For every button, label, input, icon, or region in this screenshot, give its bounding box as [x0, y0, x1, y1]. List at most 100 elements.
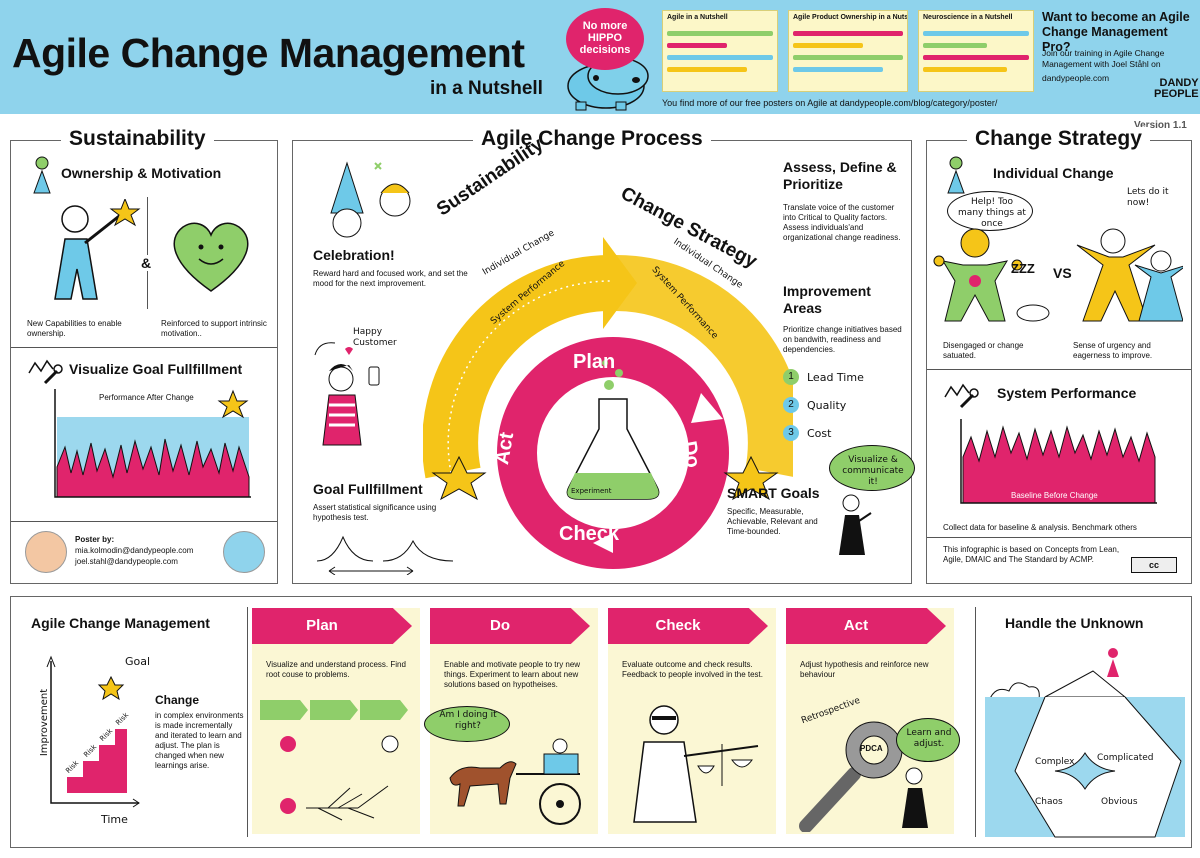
person-icon — [947, 156, 965, 194]
hypothesis-test-icon — [316, 535, 454, 575]
page-title: Agile Change Management — [12, 30, 525, 76]
lets-do-it-label: Lets do it now! — [1127, 187, 1169, 208]
visualize-speech-bubble — [829, 445, 915, 491]
promo-heading: Want to become an Agile Change Managemen… — [1042, 10, 1190, 54]
header-banner: Agile Change Management in a Nutshell No… — [0, 0, 1200, 114]
performance-after-chart — [54, 389, 251, 498]
change-cycle-diagram — [423, 237, 793, 569]
urgency-caption: Sense of urgency and eagerness to improv… — [1073, 341, 1153, 360]
disengaged-caption: Disengaged or change satuated. — [943, 341, 1024, 360]
horse-cart-icon — [449, 738, 581, 825]
step-check-text: Evaluate outcome and check results. Feed… — [622, 660, 763, 679]
system-performance-heading: System Performance — [997, 385, 1137, 401]
improvement-text: Prioritize change initiatives based on b… — [783, 325, 902, 354]
creative-commons-badge: cc — [1131, 557, 1177, 573]
poster-thumbnail-1[interactable]: Agile in a Nutshell — [662, 10, 778, 92]
wrench-chart-icon — [944, 383, 979, 409]
doing-speech-bubble — [424, 706, 510, 742]
reaching-person-icon — [54, 199, 141, 300]
change-strategy-title: Change Strategy — [967, 127, 1150, 151]
improvement-area-item: 1 Lead Time — [783, 367, 903, 395]
change-strategy-panel: Change Strategy Individual Change Help! … — [926, 127, 1192, 584]
step-act-arrow: Act — [786, 608, 946, 644]
goal-heading: Visualize Goal Fullfillment — [69, 361, 243, 377]
step-plan-text: Visualize and understand process. Find r… — [266, 660, 406, 679]
improvement-area-item: 3 Cost — [783, 423, 903, 451]
baseline-chart — [960, 419, 1157, 504]
goal-fulfillment-text: Assert statistical significance using hy… — [313, 503, 437, 522]
cynefin-chaos: Chaos — [1035, 797, 1063, 807]
ownership-caption-left: New Capabilities to enable ownership. — [27, 319, 122, 338]
step-act: Act Adjust hypothesis and reinforce new … — [786, 608, 960, 834]
poster-thumbnail-3[interactable]: Neuroscience in a Nutshell — [918, 10, 1034, 92]
cynefin-complex: Complex — [1035, 757, 1075, 767]
avatar-joel — [223, 531, 265, 573]
person-icon — [902, 767, 928, 828]
smart-goals-heading: SMART Goals — [727, 485, 820, 501]
promo-link[interactable]: dandypeople.com — [1042, 73, 1110, 83]
step-plan: Plan Visualize and understand process. F… — [252, 608, 420, 834]
plan-illustration — [260, 700, 408, 821]
happy-customer-icon — [314, 342, 380, 446]
promo-text: Join our training in Agile Change Manage… — [1042, 48, 1165, 69]
zzz-label: ZZZ — [1011, 261, 1035, 276]
baseline-label: Baseline Before Change — [1011, 491, 1098, 500]
heart-icon — [173, 222, 249, 292]
email-mia[interactable]: mia.kolmodin@dandypeople.com — [75, 546, 194, 555]
wrench-icon — [799, 721, 903, 832]
cynefin-obvious: Obvious — [1101, 797, 1138, 807]
party-hat-people-icon — [330, 161, 411, 238]
celebration-heading: Celebration! — [313, 247, 395, 263]
based-on-text: This infographic is based on Concepts fr… — [943, 545, 1120, 564]
poster-thumbnail-2[interactable]: Agile Product Ownership in a Nutshell — [788, 10, 908, 92]
hippo-mascot-icon — [567, 57, 649, 111]
step-do: Do Enable and motivate people to try new… — [424, 608, 598, 834]
process-title: Agile Change Process — [473, 127, 711, 151]
step-check: Check Evaluate outcome and check results… — [608, 608, 776, 834]
goal-fulfillment-heading: Goal Fullfillment — [313, 481, 423, 497]
cycle-plan: Plan — [573, 351, 616, 373]
change-text: in complex environments is made incremen… — [155, 711, 244, 770]
goal-label: Goal — [125, 655, 151, 668]
happy-customer-label: Happy Customer — [353, 327, 397, 348]
individual-change-heading: Individual Change — [993, 165, 1114, 181]
step-check-arrow: Check — [608, 608, 768, 644]
learn-speech-bubble — [896, 718, 960, 762]
hippo-speech-bubble: No more HIPPO decisions — [566, 8, 644, 70]
improvement-area-list: 1 Lead Time 2 Quality 3 Cost — [783, 367, 903, 451]
step-do-text: Enable and motivate people to try new th… — [444, 660, 581, 689]
ampersand: & — [141, 255, 152, 271]
improvement-heading: Improvement Areas — [783, 283, 871, 316]
wrench-chart-icon — [28, 359, 63, 385]
pdca-label: PDCA — [860, 744, 883, 753]
ownership-caption-right: Reinforced to support intrinsic motivati… — [161, 319, 267, 338]
cycle-do: Do — [677, 439, 704, 470]
collect-data-text: Collect data for baseline & analysis. Be… — [943, 523, 1137, 532]
experiment-label: Experiment — [571, 487, 612, 495]
presenter-icon — [839, 494, 872, 555]
bottom-panel: Agile Change Management Goal Risk Risk R… — [10, 596, 1192, 848]
sustainability-panel: Sustainability Ownership & Motivation & … — [10, 127, 278, 584]
step-plan-arrow: Plan — [252, 608, 412, 644]
version-label: Version 1.1 — [1134, 120, 1187, 131]
page-subtitle: in a Nutshell — [430, 78, 543, 99]
assess-heading: Assess, Define & Prioritize — [783, 159, 897, 192]
posters-link[interactable]: You find more of our free posters on Agi… — [662, 98, 998, 108]
help-speech-bubble — [947, 191, 1033, 231]
assess-text: Translate voice of the customer into Cri… — [783, 203, 901, 242]
x-axis-label: Time — [101, 813, 128, 826]
step-act-text: Adjust hypothesis and reinforce new beha… — [800, 660, 929, 679]
email-joel[interactable]: joel.stahl@dandypeople.com — [75, 557, 178, 566]
improvement-area-item: 2 Quality — [783, 395, 903, 423]
iceberg-cynefin-icon — [985, 648, 1185, 838]
ownership-heading: Ownership & Motivation — [61, 165, 222, 181]
justice-scale-icon — [633, 705, 759, 823]
vs-label: VS — [1053, 265, 1072, 281]
avatar-mia — [25, 531, 67, 573]
celebration-text: Reward hard and focused work, and set th… — [313, 269, 468, 288]
change-heading: Change — [155, 693, 200, 707]
cycle-check: Check — [559, 523, 620, 545]
cynefin-complicated: Complicated — [1097, 753, 1154, 763]
poster-by-label: Poster by: — [75, 535, 115, 544]
step-do-arrow: Do — [430, 608, 590, 644]
